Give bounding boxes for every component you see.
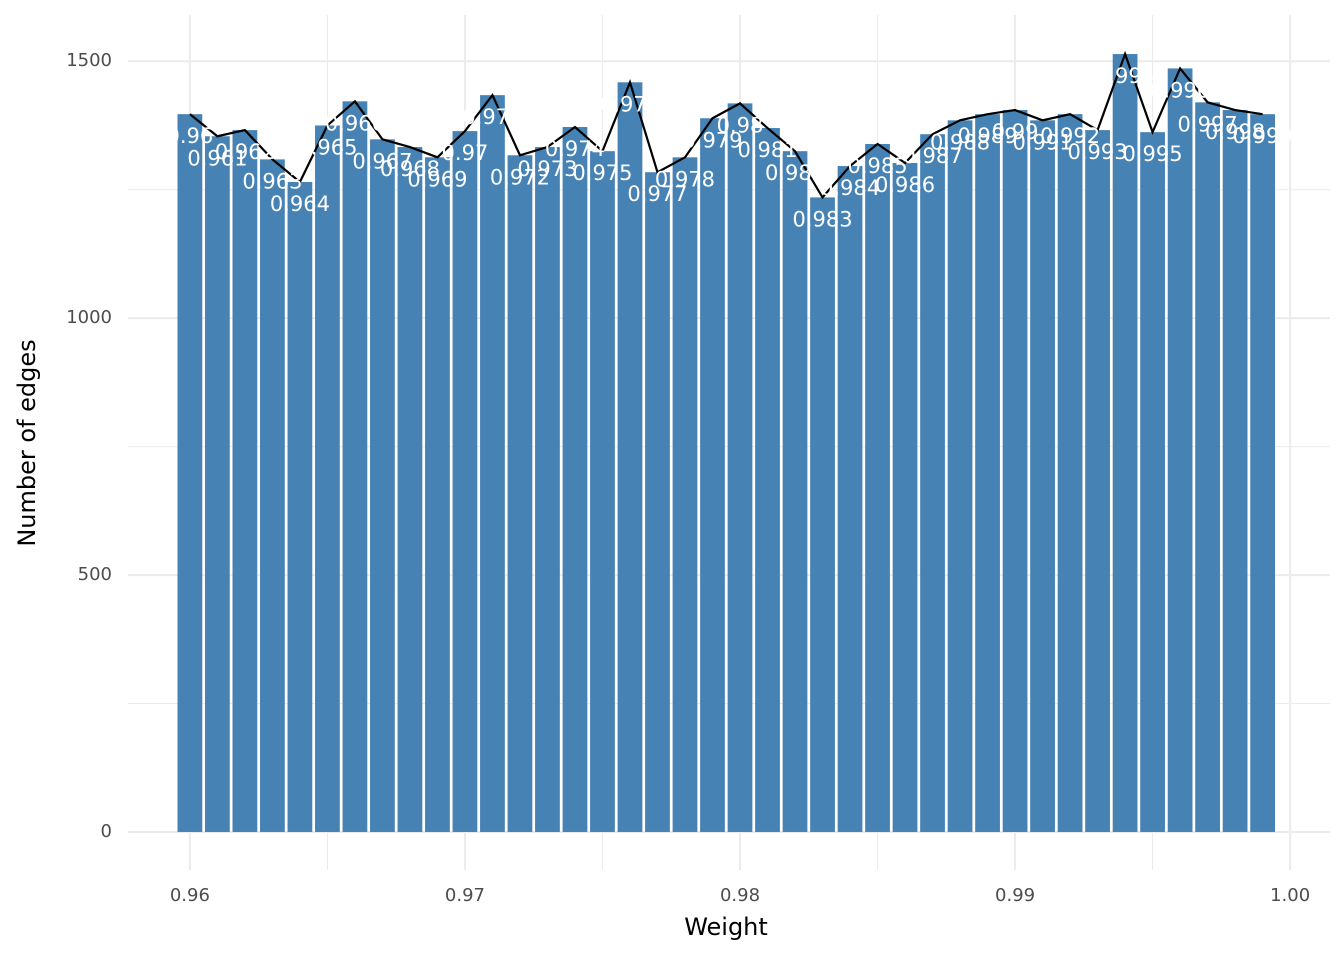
data-label: 0.985 <box>847 154 907 178</box>
bar <box>1057 114 1083 832</box>
x-tick-label: 0.98 <box>720 885 760 906</box>
data-label: 0.979 <box>682 128 742 152</box>
data-label: 0.994 <box>1095 64 1155 88</box>
data-label: 0.997 <box>1178 112 1238 136</box>
bar <box>1195 102 1220 832</box>
data-label: 0.992 <box>1040 124 1100 148</box>
data-label: 0.976 <box>600 92 660 116</box>
y-tick-label: 1500 <box>66 50 112 71</box>
bar <box>480 95 505 832</box>
bar <box>837 166 863 832</box>
data-label: 0.986 <box>875 173 935 197</box>
data-label: 0.991 <box>1013 130 1073 154</box>
bar <box>562 127 588 832</box>
bar <box>975 114 1000 832</box>
data-label: 0.975 <box>572 161 632 185</box>
bar <box>315 125 340 832</box>
x-tick-label: 1.00 <box>1270 885 1310 906</box>
bar <box>1167 68 1193 832</box>
bar <box>947 120 973 832</box>
bar <box>260 159 285 832</box>
data-label: 0.987 <box>902 144 962 168</box>
bar <box>920 134 945 832</box>
bar <box>452 131 478 832</box>
data-label: 0.966 <box>325 111 385 135</box>
bar <box>177 114 203 832</box>
bar <box>1222 110 1248 832</box>
x-tick-label: 0.99 <box>995 885 1035 906</box>
data-label: 0.98 <box>717 113 764 137</box>
bar <box>645 172 670 832</box>
data-label: 0.974 <box>545 137 605 161</box>
bar <box>397 147 423 832</box>
data-label: 0.968 <box>380 157 440 181</box>
bar <box>425 157 450 832</box>
x-axis-title: Weight <box>684 913 768 941</box>
data-label: 0.964 <box>270 192 330 216</box>
bar <box>727 103 753 832</box>
data-label: 0.983 <box>792 207 852 231</box>
data-label: 0.963 <box>242 169 302 193</box>
bar <box>1085 130 1110 832</box>
data-label: 0.982 <box>765 161 825 185</box>
bar <box>590 151 615 832</box>
bar <box>892 162 918 832</box>
bar <box>782 151 808 832</box>
bar <box>342 101 368 832</box>
bar <box>700 118 725 832</box>
bar <box>205 136 230 832</box>
bar <box>672 157 698 832</box>
trend-line <box>189 50 1263 200</box>
data-label: 0.967 <box>352 149 412 173</box>
data-label: 0.99 <box>992 120 1039 144</box>
bar <box>287 181 313 832</box>
y-tick-label: 1000 <box>66 307 112 328</box>
y-axis-title: Number of edges <box>13 339 41 546</box>
data-label: 0.973 <box>517 157 577 181</box>
data-label: 0.961 <box>187 146 247 170</box>
x-tick-label: 0.96 <box>170 885 210 906</box>
data-label: 0.962 <box>215 140 275 164</box>
y-tick-label: 500 <box>78 564 112 585</box>
bar <box>755 128 780 832</box>
data-label: 0.999 <box>1233 124 1293 148</box>
data-label: 0.998 <box>1205 120 1265 144</box>
bar <box>810 197 835 832</box>
bar <box>232 130 258 832</box>
x-tick-label: 0.97 <box>445 885 485 906</box>
data-label: 0.977 <box>627 182 687 206</box>
data-label: 0.97 <box>442 141 489 165</box>
data-label: 0.969 <box>407 167 467 191</box>
data-label: 0.989 <box>957 124 1017 148</box>
bar <box>507 155 533 832</box>
bar <box>865 143 890 832</box>
bar <box>617 82 643 832</box>
bar <box>535 147 560 832</box>
data-label: 0.993 <box>1068 140 1128 164</box>
y-tick-label: 0 <box>101 821 112 842</box>
data-label: 0.984 <box>820 176 880 200</box>
data-label: 0.96 <box>167 124 214 148</box>
data-label: 0.996 <box>1150 78 1210 102</box>
bar <box>1002 110 1028 832</box>
bar <box>1030 120 1055 832</box>
data-label: 0.988 <box>930 130 990 154</box>
data-label: 0.971 <box>462 105 522 129</box>
bar <box>1112 54 1138 832</box>
data-label: 0.978 <box>655 167 715 191</box>
data-label: 0.995 <box>1123 142 1183 166</box>
bar <box>370 139 395 832</box>
bar <box>1140 132 1165 832</box>
data-label: 0.981 <box>737 138 797 162</box>
data-label: 0.972 <box>490 165 550 189</box>
bar <box>1250 114 1275 832</box>
data-label: 0.965 <box>297 135 357 159</box>
